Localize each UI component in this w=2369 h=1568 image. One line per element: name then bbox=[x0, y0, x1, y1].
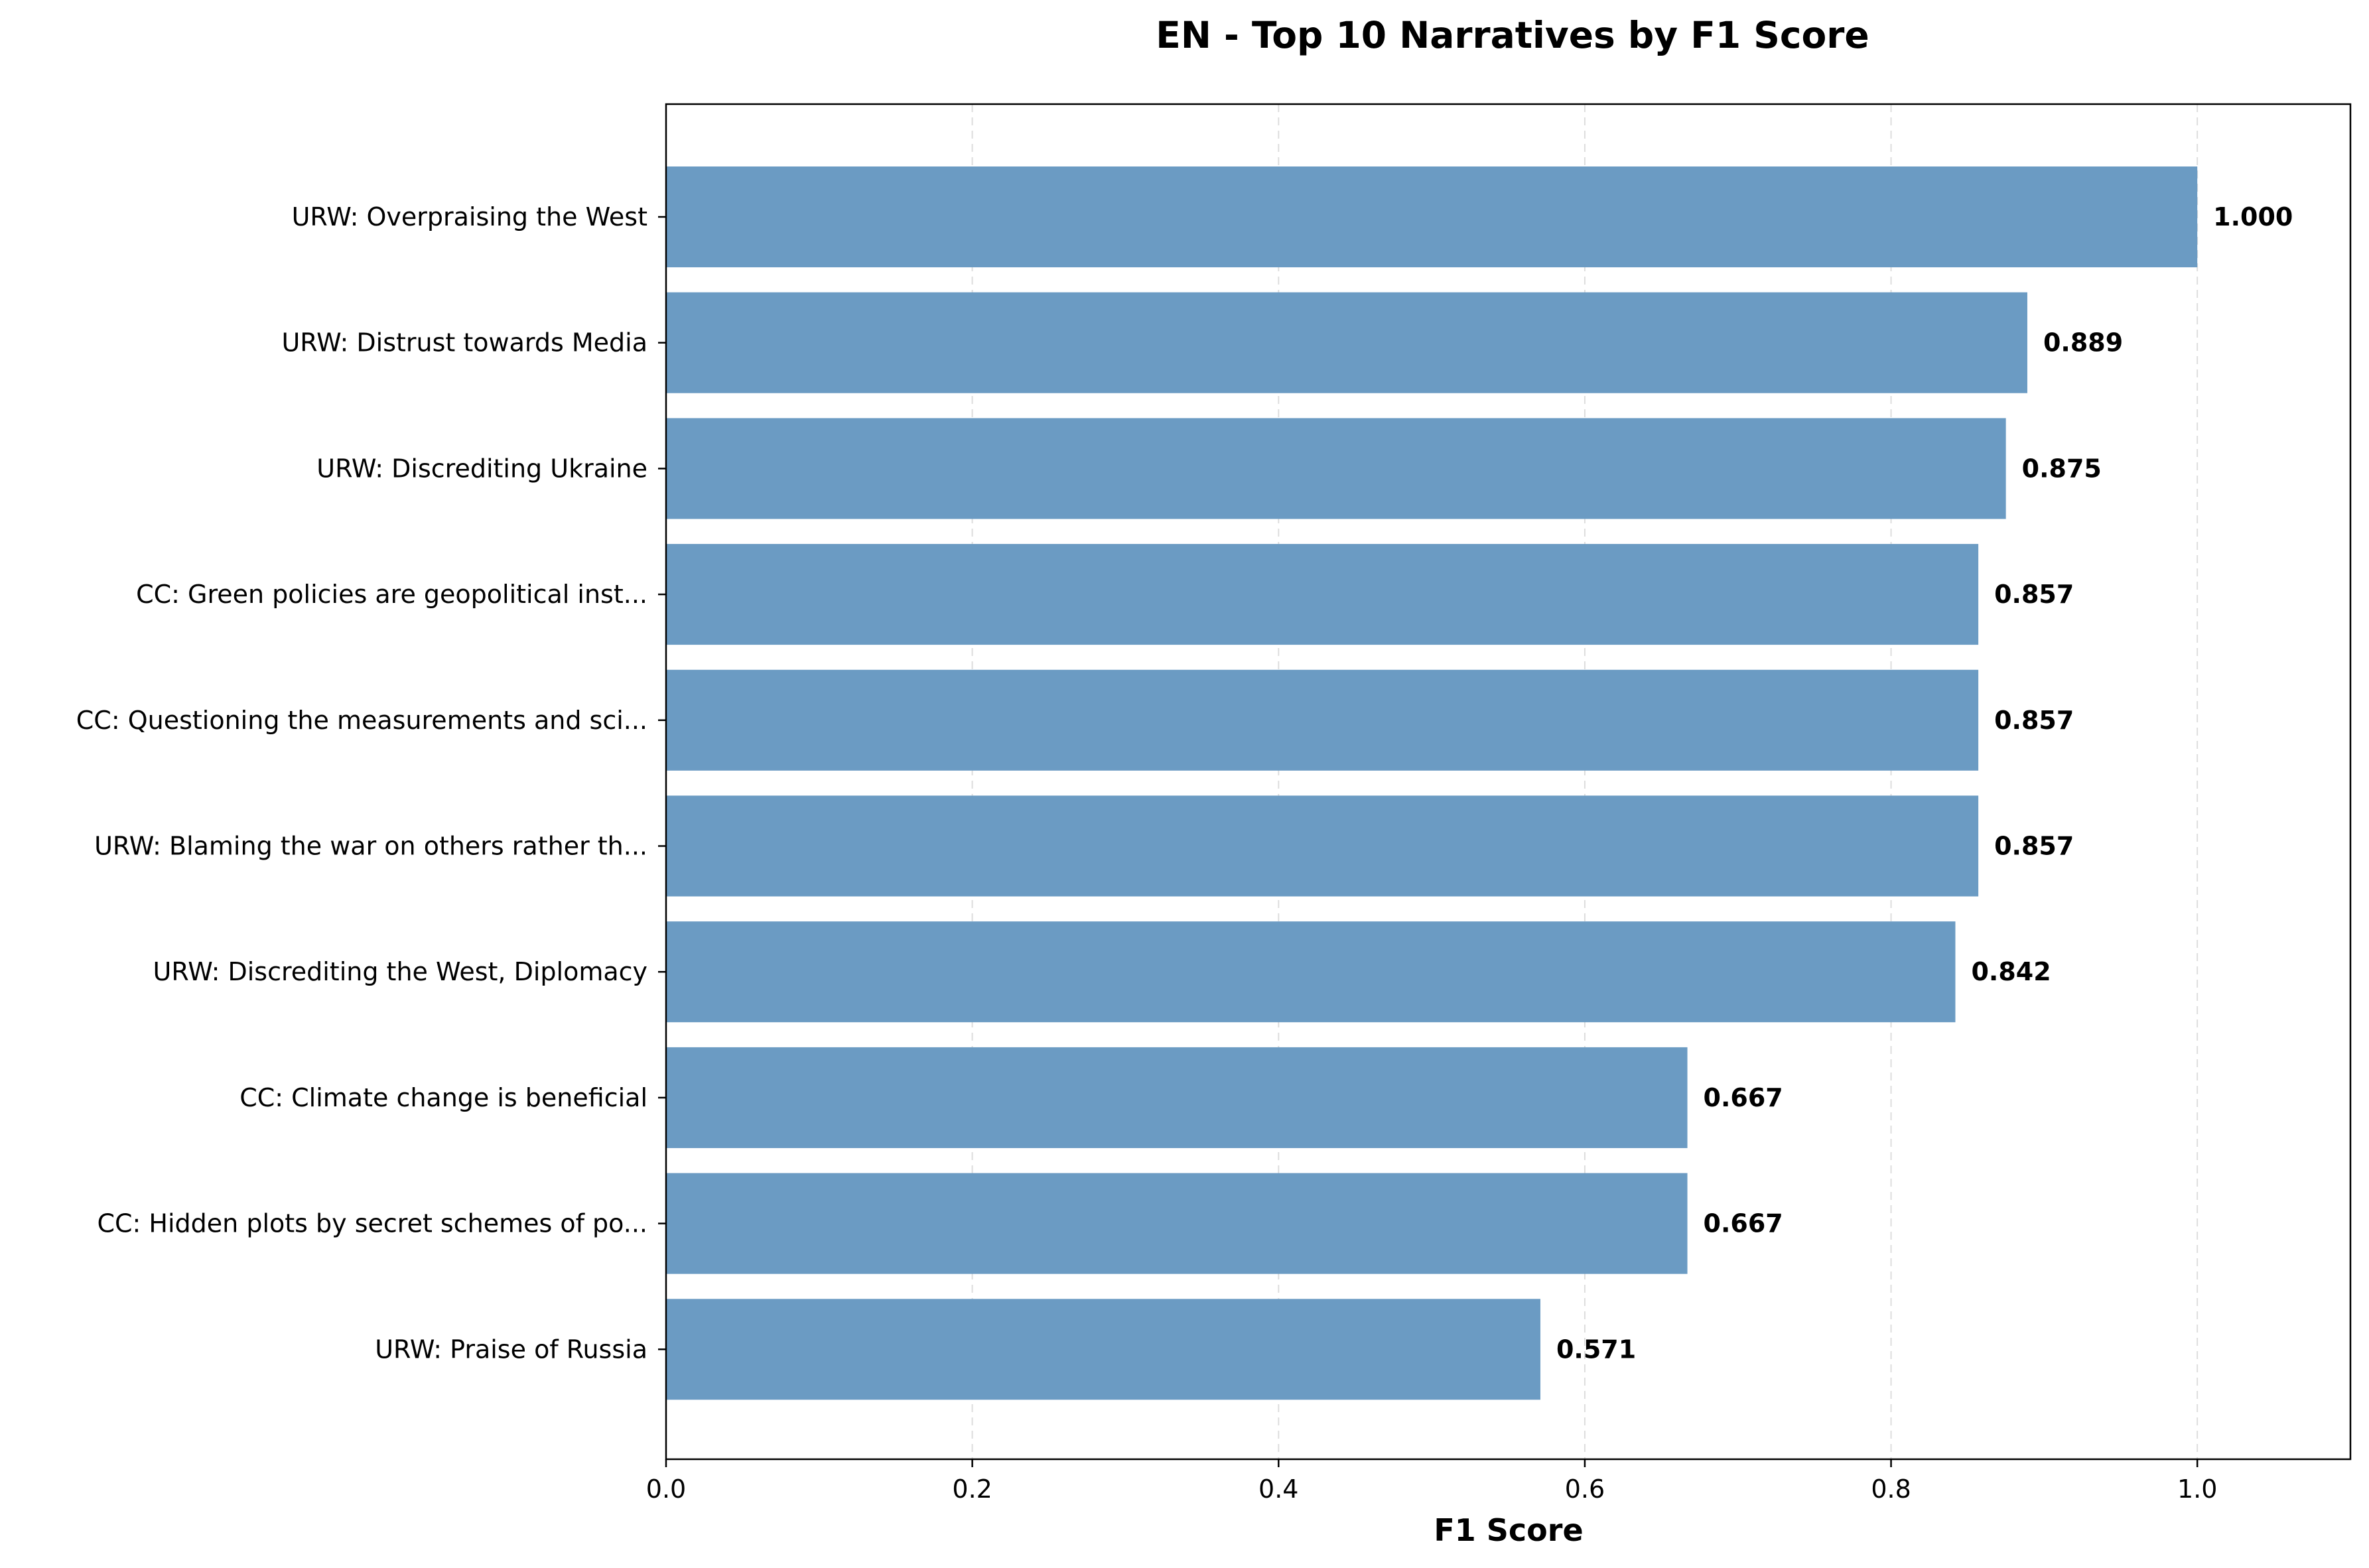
x-tick-label: 0.4 bbox=[1258, 1474, 1298, 1504]
chart-title: EN - Top 10 Narratives by F1 Score bbox=[1156, 14, 1869, 56]
value-label: 0.667 bbox=[1704, 1209, 1783, 1238]
x-tick-label: 0.6 bbox=[1565, 1474, 1605, 1504]
category-label: URW: Distrust towards Media bbox=[281, 328, 647, 358]
bar bbox=[666, 166, 2198, 267]
bar bbox=[666, 292, 2027, 393]
value-label: 1.000 bbox=[2213, 202, 2293, 231]
plot-frame bbox=[665, 103, 2352, 1461]
category-label: URW: Discrediting the West, Diplomacy bbox=[153, 957, 647, 986]
value-label: 0.842 bbox=[1971, 957, 2051, 986]
category-label: CC: Climate change is beneficial bbox=[239, 1083, 647, 1112]
bar bbox=[666, 418, 2006, 519]
bar bbox=[666, 1299, 1540, 1400]
value-label: 0.857 bbox=[1994, 580, 2074, 609]
x-tick-label: 0.8 bbox=[1871, 1474, 1911, 1504]
value-label: 0.889 bbox=[2043, 328, 2123, 358]
x-axis-ticks: 0.0 0.2 0.4 0.6 0.8 1.0 bbox=[646, 1459, 2217, 1504]
bar bbox=[666, 669, 1979, 771]
bars bbox=[666, 166, 2198, 1400]
value-label: 0.667 bbox=[1704, 1083, 1783, 1112]
value-label: 0.857 bbox=[1994, 706, 2074, 735]
category-label: URW: Overpraising the West bbox=[292, 202, 647, 231]
bar bbox=[666, 544, 1979, 645]
bar bbox=[666, 795, 1979, 897]
category-label: URW: Discrediting Ukraine bbox=[316, 454, 647, 483]
x-tick-label: 0.0 bbox=[646, 1474, 686, 1504]
category-label: CC: Hidden plots by secret schemes of po… bbox=[97, 1209, 647, 1238]
x-tick-label: 0.2 bbox=[952, 1474, 992, 1504]
category-labels: URW: Overpraising the West URW: Distrust … bbox=[76, 202, 666, 1364]
value-label: 0.875 bbox=[2022, 454, 2102, 483]
category-label: URW: Praise of Russia bbox=[375, 1335, 647, 1364]
x-axis-title: F1 Score bbox=[1434, 1512, 1583, 1548]
category-label: CC: Questioning the measurements and sci… bbox=[76, 706, 647, 735]
value-label: 0.857 bbox=[1994, 832, 2074, 861]
bar bbox=[666, 1173, 1688, 1274]
value-labels: 1.000 0.889 0.875 0.857 0.857 0.857 0.842 0.667… bbox=[1556, 202, 2293, 1364]
value-label: 0.571 bbox=[1556, 1335, 1636, 1364]
category-label: URW: Blaming the war on others rather th… bbox=[94, 832, 647, 861]
bar bbox=[666, 921, 1956, 1023]
category-label: CC: Green policies are geopolitical inst… bbox=[136, 580, 647, 609]
x-tick-label: 1.0 bbox=[2177, 1474, 2217, 1504]
bar bbox=[666, 1047, 1688, 1148]
